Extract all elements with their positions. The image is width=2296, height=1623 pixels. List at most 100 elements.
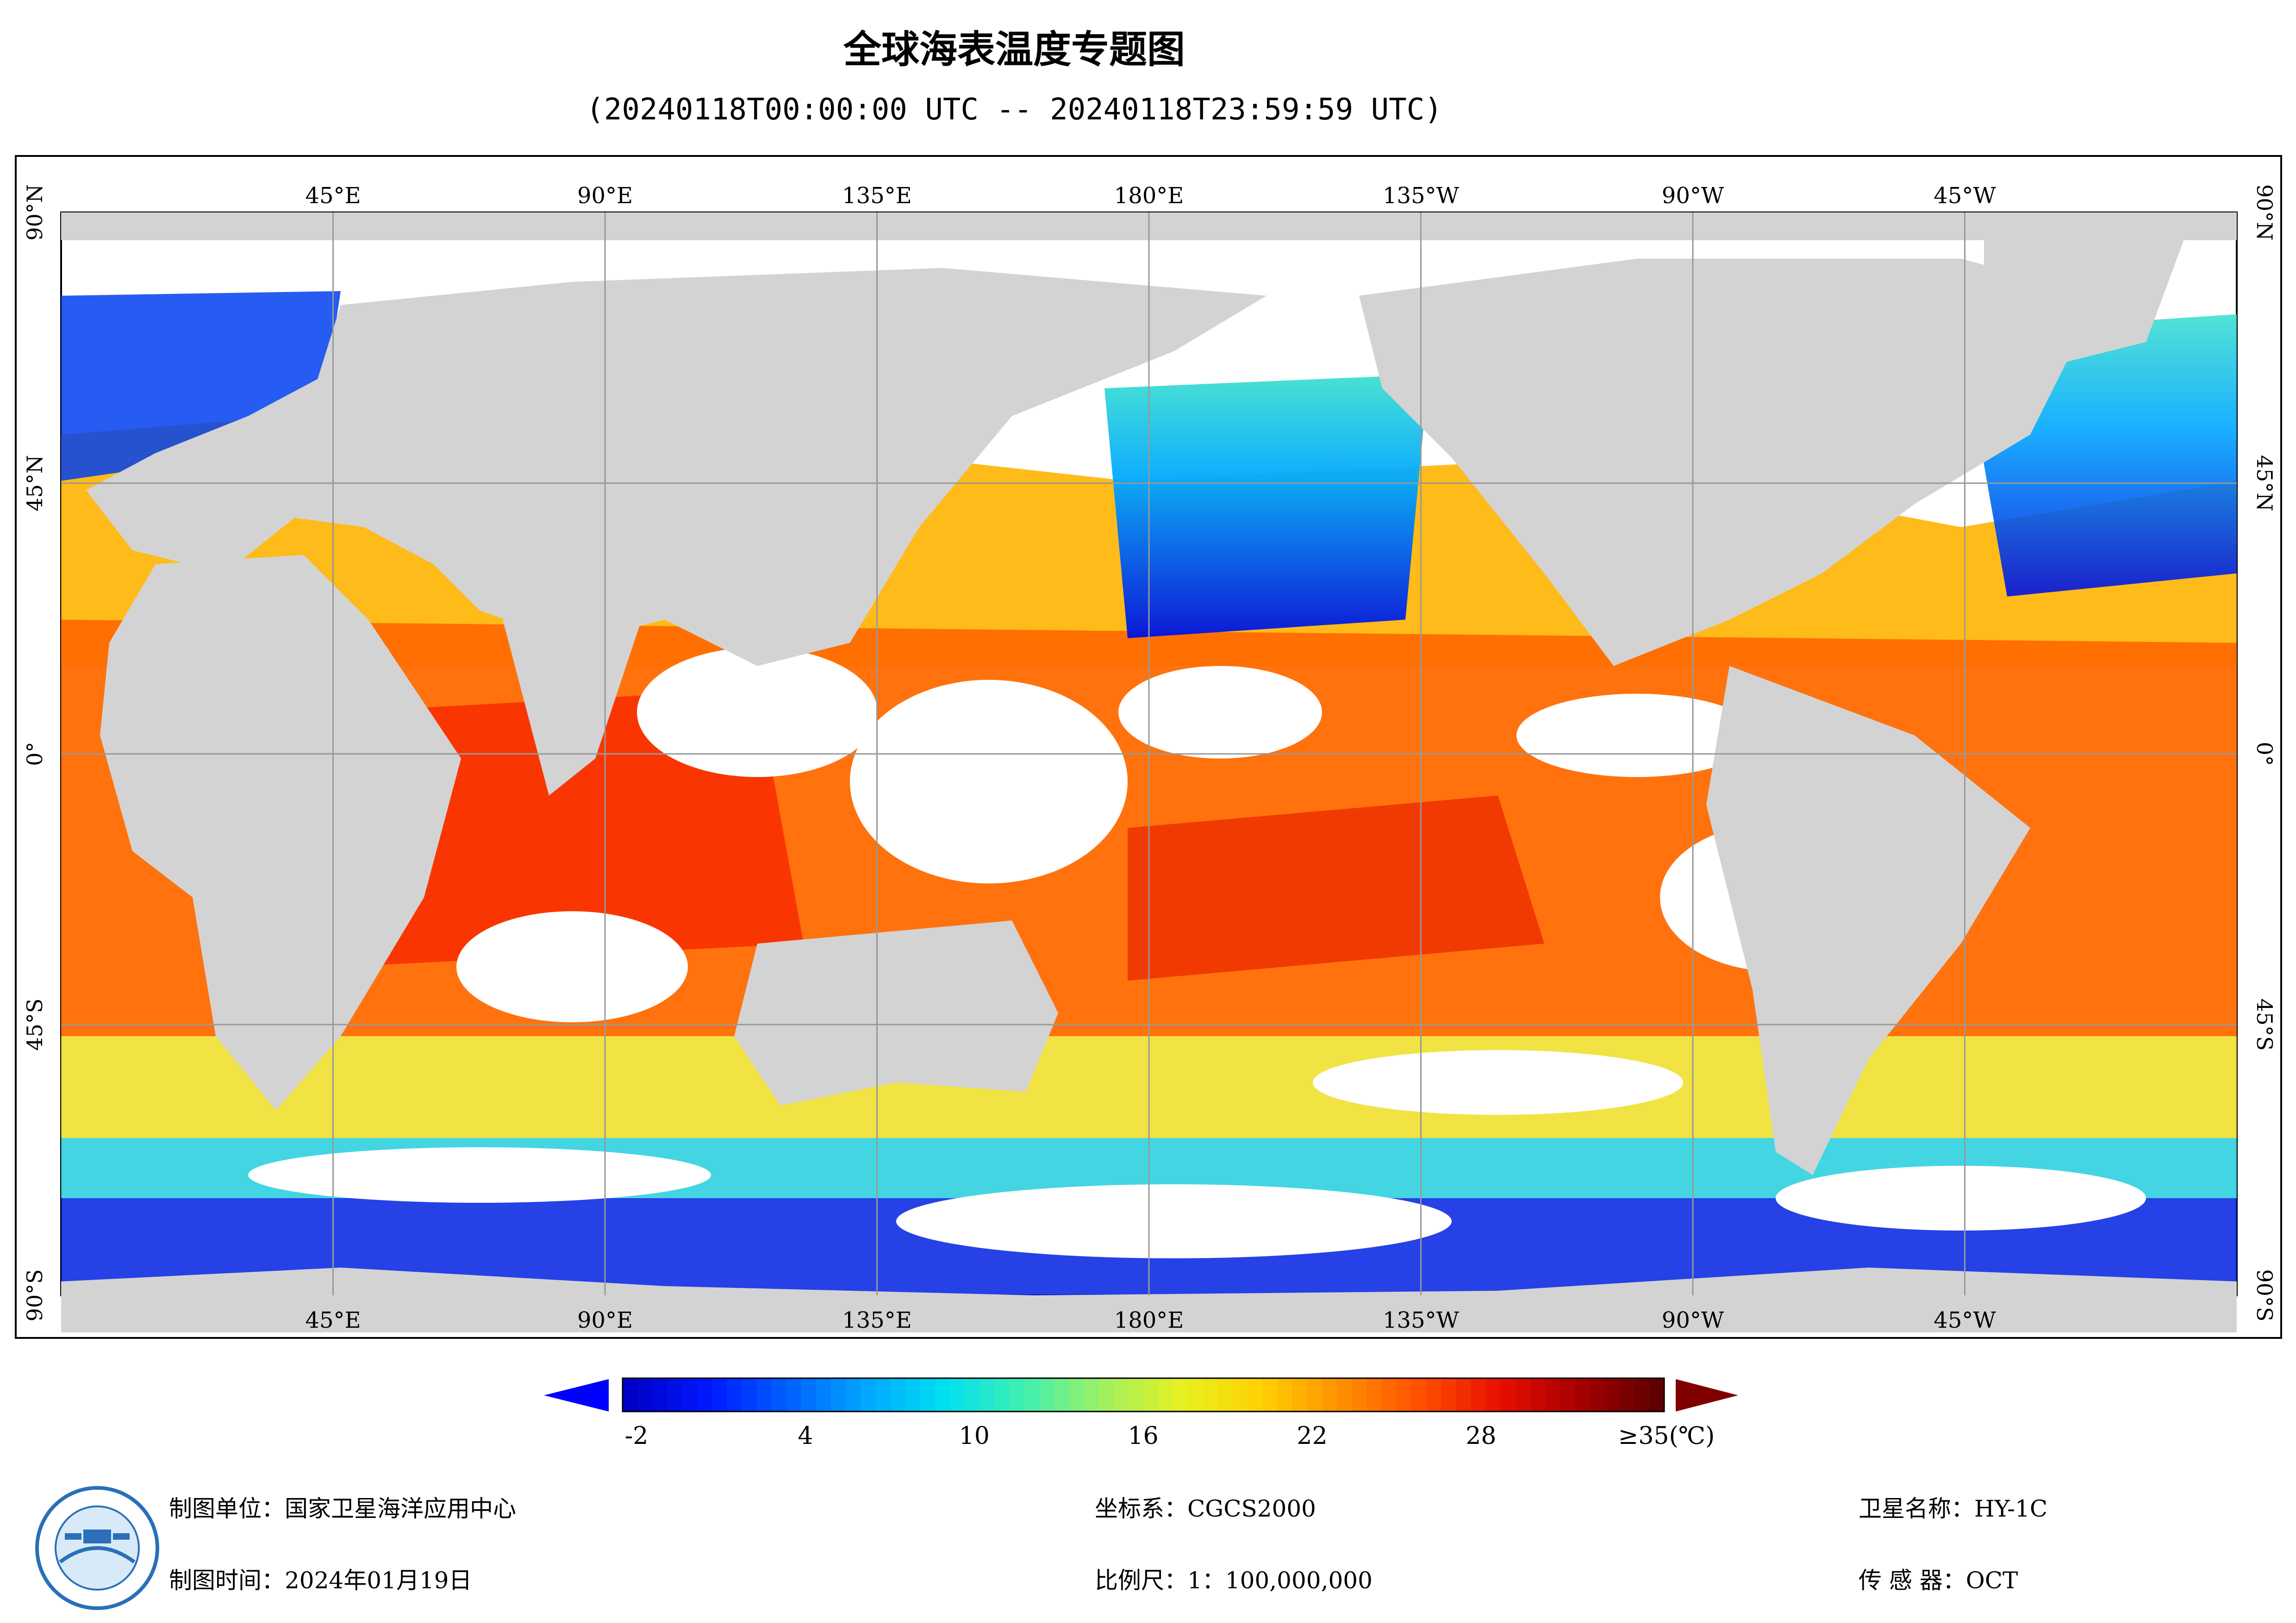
sst-map[interactable]: 45°E 90°E 135°E 180°E 135°W 90°W 45°W 45°E 90°E… — [17, 157, 2280, 1337]
legend-color-cell — [950, 1378, 966, 1412]
legend-color-cell — [1352, 1378, 1367, 1412]
legend-color-cell — [727, 1378, 742, 1412]
legend-color-cell — [816, 1378, 831, 1412]
legend-color-cell — [682, 1378, 698, 1412]
land-eurasia — [86, 268, 1267, 666]
legend-color-cell — [1441, 1378, 1456, 1412]
top-longitude-label: 135°E — [842, 183, 912, 209]
land-australia — [734, 920, 1058, 1106]
top-longitude-label: 45°W — [1934, 183, 1996, 209]
legend-color-cell — [1084, 1378, 1099, 1412]
map-title: 全球海表温度专题图 — [843, 28, 1185, 72]
legend-color-cell — [1426, 1378, 1441, 1412]
satellite-label: 卫星名称：HY-1C — [1859, 1495, 2048, 1522]
top-longitude-label: 45°E — [305, 183, 361, 209]
legend-color-cell — [1188, 1378, 1204, 1412]
bottom-longitude-label: 90°E — [577, 1307, 633, 1333]
legend-color-cell — [1590, 1378, 1605, 1412]
sst-north-pacific-cold — [1104, 374, 1429, 638]
bottom-longitude-label: 90°W — [1662, 1307, 1724, 1333]
legend-tick-label: 28 — [1466, 1422, 1496, 1450]
legend-color-cell — [1039, 1378, 1055, 1412]
legend-color-cell — [1277, 1378, 1293, 1412]
legend-color-cell — [1485, 1378, 1501, 1412]
agency-logo-icon — [35, 1486, 159, 1610]
right-latitude-label: 90°N — [2252, 184, 2277, 241]
legend-color-cell — [637, 1378, 653, 1412]
legend-color-cell — [742, 1378, 757, 1412]
legend-color-cell — [697, 1378, 712, 1412]
legend-color-cell — [652, 1378, 668, 1412]
legend-tick-label: 16 — [1128, 1422, 1159, 1450]
legend-color-cell — [623, 1378, 638, 1412]
legend-color-cell — [1322, 1378, 1337, 1412]
legend-color-cell — [1604, 1378, 1620, 1412]
legend-color-cell — [890, 1378, 906, 1412]
producer-label: 制图单位：国家卫星海洋应用中心 — [169, 1495, 516, 1522]
legend-color-cell — [1575, 1378, 1591, 1412]
agency-logo — [32, 1483, 162, 1613]
left-latitude-label: 90°S — [22, 1269, 47, 1321]
left-latitude-labels: 90°N 45°N 0° 45°S 90°S — [22, 184, 47, 1321]
legend-color-cell — [920, 1378, 936, 1412]
bottom-longitude-label: 45°W — [1934, 1307, 1996, 1333]
legend-color-cell — [1009, 1378, 1025, 1412]
legend-color-cell — [1307, 1378, 1323, 1412]
legend-colorbar-border — [622, 1377, 1665, 1412]
legend-color-cell — [1203, 1378, 1218, 1412]
bottom-longitude-label: 135°W — [1383, 1307, 1460, 1333]
legend-color-cell — [1098, 1378, 1114, 1412]
top-longitude-label: 180°E — [1114, 183, 1184, 209]
right-latitude-label: 0° — [2252, 742, 2277, 766]
left-latitude-label: 0° — [22, 742, 47, 766]
legend-color-cell — [1262, 1378, 1278, 1412]
land-south-america — [1706, 666, 2030, 1175]
legend-color-cell — [1143, 1378, 1159, 1412]
scale-label: 比例尺：1：100,000,000 — [1095, 1567, 1373, 1594]
legend-color-cell — [771, 1378, 787, 1412]
legend-color-cell — [1173, 1378, 1189, 1412]
legend-color-cell — [711, 1378, 727, 1412]
legend-labels: -2 4 10 16 22 28 ≥35(℃) — [625, 1422, 1715, 1450]
legend-low-arrow — [544, 1379, 609, 1412]
legend-color-cell — [1381, 1378, 1397, 1412]
sensor-label: 传 感 器：OCT — [1859, 1567, 2018, 1594]
legend-color-cell — [756, 1378, 772, 1412]
bottom-longitude-label: 180°E — [1114, 1307, 1184, 1333]
top-longitude-label: 90°E — [577, 183, 633, 209]
date-label: 制图时间：2024年01月19日 — [169, 1567, 472, 1594]
legend-color-cell — [965, 1378, 980, 1412]
legend-color-cell — [994, 1378, 1010, 1412]
legend-color-cell — [1530, 1378, 1546, 1412]
time-range-subtitle: (20240118T00:00:00 UTC -- 20240118T23:59… — [586, 93, 1442, 127]
legend-color-cell — [1560, 1378, 1576, 1412]
legend-color-cell — [1024, 1378, 1040, 1412]
legend-color-cell — [1456, 1378, 1472, 1412]
bottom-longitude-label: 45°E — [305, 1307, 361, 1333]
legend-color-cell — [1634, 1378, 1650, 1412]
legend-color-cell — [1113, 1378, 1129, 1412]
left-latitude-label: 90°N — [22, 184, 47, 241]
right-latitude-labels: 90°N 45°N 0° 45°S 90°S — [2252, 184, 2277, 1321]
land-north-america — [1359, 259, 2100, 666]
land-india — [503, 620, 642, 796]
legend-color-cell — [1471, 1378, 1486, 1412]
land-africa — [100, 555, 461, 1110]
legend-color-cell — [1396, 1378, 1412, 1412]
legend-color-cell — [1217, 1378, 1233, 1412]
legend-tick-label: 10 — [959, 1422, 990, 1450]
left-latitude-label: 45°S — [22, 998, 47, 1051]
top-longitude-labels: 45°E 90°E 135°E 180°E 135°W 90°W 45°W — [305, 183, 1996, 209]
legend-color-cell — [905, 1378, 921, 1412]
top-longitude-label: 90°W — [1662, 183, 1724, 209]
bottom-longitude-label: 135°E — [842, 1307, 912, 1333]
right-latitude-label: 90°S — [2252, 1269, 2277, 1321]
legend-color-cell — [831, 1378, 847, 1412]
top-longitude-label: 135°W — [1383, 183, 1460, 209]
legend-color-cell — [1054, 1378, 1070, 1412]
legend-color-cell — [861, 1378, 876, 1412]
legend-color-cell — [1411, 1378, 1427, 1412]
no-data-layer — [248, 647, 2146, 1258]
legend-high-arrow — [1676, 1379, 1738, 1412]
legend-color-cell — [1248, 1378, 1263, 1412]
